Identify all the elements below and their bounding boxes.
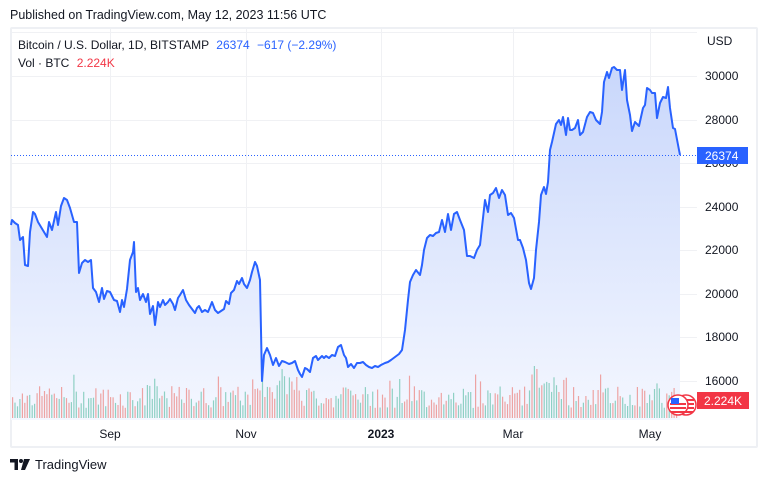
price-change: −617 (−2.29%) — [257, 38, 337, 52]
time-tick: Mar — [503, 427, 524, 441]
price-tick: 20000 — [705, 287, 739, 301]
price-scale[interactable]: USD 30000 28000 26000 24000 22000 20000 … — [705, 34, 739, 388]
price-area-fill — [11, 67, 680, 420]
legend-volume[interactable]: Vol · BTC 2.224K — [18, 54, 336, 72]
time-scale[interactable]: Sep Nov 2023 Mar May — [99, 427, 661, 441]
svg-text:26374: 26374 — [705, 149, 739, 163]
price-tick: 30000 — [705, 69, 739, 83]
last-price-badge: 26374 — [697, 147, 748, 164]
price-tick: 22000 — [705, 243, 739, 257]
tradingview-logo-icon — [10, 459, 30, 470]
us-flag-event-icon[interactable] — [667, 394, 697, 416]
published-caption: Published on TradingView.com, May 12, 20… — [10, 8, 327, 22]
time-tick: Nov — [235, 427, 256, 441]
volume-histogram — [12, 366, 678, 418]
legend-main-series[interactable]: Bitcoin / U.S. Dollar, 1D, BITSTAMP 2637… — [18, 36, 336, 54]
svg-text:2.224K: 2.224K — [704, 394, 742, 408]
price-tick: 16000 — [705, 374, 739, 388]
last-price-value: 26374 — [216, 38, 250, 52]
symbol-title: Bitcoin / U.S. Dollar, 1D, BITSTAMP — [18, 38, 209, 52]
volume-label: Vol · BTC — [18, 56, 70, 70]
chart-legend: Bitcoin / U.S. Dollar, 1D, BITSTAMP 2637… — [18, 36, 336, 72]
footer-branding[interactable]: TradingView — [10, 457, 107, 472]
price-line[interactable] — [10, 66, 681, 382]
brand-name: TradingView — [35, 457, 107, 472]
volume-badge: 2.224K — [697, 392, 749, 409]
time-tick: May — [639, 427, 662, 441]
currency-label: USD — [707, 34, 733, 48]
volume-value: 2.224K — [76, 56, 115, 70]
time-tick-year: 2023 — [368, 427, 395, 441]
price-tick: 28000 — [705, 113, 739, 127]
price-tick: 24000 — [705, 200, 739, 214]
time-tick: Sep — [99, 427, 121, 441]
price-tick: 18000 — [705, 330, 739, 344]
